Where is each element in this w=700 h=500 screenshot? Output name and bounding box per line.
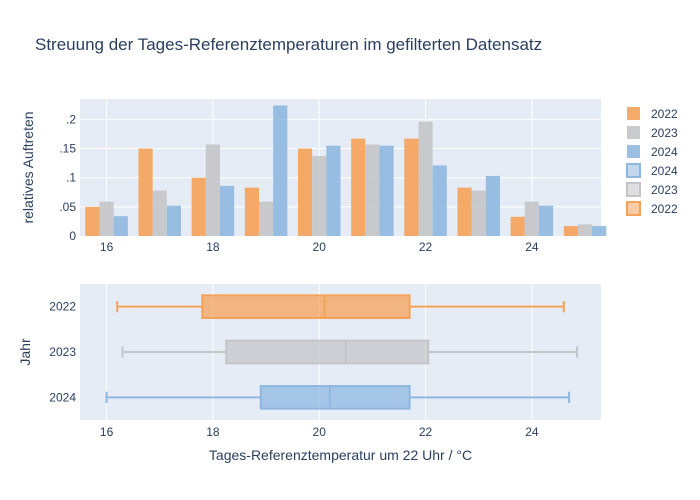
histogram-bar-2023 (99, 201, 114, 236)
histogram-bar-2023 (365, 144, 380, 236)
histogram-bar-2022 (351, 138, 366, 236)
histogram-bar-2022 (404, 138, 419, 236)
histogram-bar-2022 (244, 187, 259, 236)
histogram-bar-2024 (113, 216, 128, 236)
histogram-x-tick-label: 24 (525, 240, 539, 254)
legend-swatch (626, 163, 641, 178)
boxplot-x-axis-title: Tages-Referenztemperatur um 22 Uhr / °C (209, 447, 472, 463)
boxplot-y-ticks: 2022 2023 2024 (49, 300, 76, 405)
boxplot-y-tick-label: 2022 (49, 300, 76, 314)
histogram-bar-2024 (326, 145, 341, 236)
histogram-y-tick-label: .2 (66, 112, 76, 126)
histogram-bar-2024 (432, 165, 447, 236)
histogram-bar-2023 (524, 201, 539, 236)
legend-item-2023[interactable]: 2023 (626, 182, 678, 197)
legend-item-2024[interactable]: 2024 (626, 163, 678, 178)
histogram-bar-2024 (592, 226, 607, 236)
histogram-y-tick-label: .15 (59, 142, 76, 156)
histogram-bar-2022 (138, 148, 153, 236)
boxplot-y-axis-title: Jahr (17, 338, 33, 366)
legend-swatch (626, 201, 641, 216)
boxplot-2023 (121, 339, 579, 365)
histogram-bar-2023 (312, 156, 327, 236)
histogram-x-ticks: 16 18 20 22 24 (100, 240, 539, 254)
histogram-bar-2022 (85, 206, 100, 236)
histogram-x-tick-label: 18 (206, 240, 220, 254)
histogram-bar-2024 (379, 145, 394, 236)
legend-label: 2023 (651, 126, 678, 140)
histogram-bar-2022 (510, 216, 525, 236)
boxplot-box (225, 339, 430, 365)
histogram-y-ticks: 0 .05 .1 .15 .2 (59, 112, 76, 243)
legend-swatch (627, 145, 640, 158)
histogram-bar-2024 (538, 205, 554, 236)
boxplot-x-tick-label: 16 (100, 425, 114, 439)
boxplot-x-tick-label: 24 (525, 425, 539, 439)
legend-label: 2023 (651, 183, 678, 197)
histogram-bar-2023 (577, 224, 593, 236)
histogram-bar-2023 (471, 190, 486, 236)
legend-label: 2022 (651, 107, 678, 121)
histogram-bar-2024 (166, 205, 182, 236)
legend-label: 2024 (651, 164, 678, 178)
histogram-x-tick-label: 22 (419, 240, 433, 254)
histogram-bars (85, 105, 607, 236)
boxplot-y-tick-label: 2023 (49, 345, 76, 359)
histogram-bar-2022 (563, 226, 578, 236)
boxplot-box (201, 294, 411, 320)
legend-swatch (626, 182, 641, 197)
legend-item-2024[interactable]: 2024 (627, 145, 678, 159)
histogram-bar-2022 (457, 187, 472, 236)
legend-item-2022[interactable]: 2022 (627, 107, 678, 121)
legend-label: 2022 (651, 202, 678, 216)
histogram-bar-2023 (258, 201, 274, 236)
histogram-bar-2023 (152, 190, 167, 236)
boxplot-boxes (105, 294, 579, 410)
histogram-bar-2023 (205, 144, 220, 236)
chart-title: Streuung der Tages-Referenztemperaturen … (35, 35, 542, 54)
histogram-bar-2024 (219, 185, 235, 236)
legend-item-2022[interactable]: 2022 (626, 201, 678, 216)
boxplot-2024 (105, 385, 571, 410)
histogram-bar-2023 (418, 121, 433, 236)
boxplot-x-tick-label: 22 (419, 425, 433, 439)
boxplot-2022 (116, 294, 565, 320)
histogram-bar-2024 (273, 105, 288, 236)
boxplot-x-tick-label: 18 (206, 425, 220, 439)
histogram-x-tick-label: 16 (100, 240, 114, 254)
histogram-y-tick-label: .05 (59, 200, 76, 214)
histogram-bar-2022 (191, 177, 206, 236)
legend-item-2023[interactable]: 2023 (627, 126, 678, 140)
legend-swatch (627, 107, 640, 120)
histogram-y-tick-label: .1 (66, 171, 76, 185)
histogram-y-tick-label: 0 (69, 229, 76, 243)
boxplot-box (259, 385, 411, 410)
boxplot-y-tick-label: 2024 (49, 390, 76, 404)
histogram-bar-2024 (485, 175, 500, 236)
histogram-y-axis-title: relatives Auftreten (20, 111, 36, 223)
legend-label: 2024 (651, 145, 678, 159)
histogram-x-tick-label: 20 (313, 240, 327, 254)
boxplot-x-tick-label: 20 (313, 425, 327, 439)
boxplot-x-ticks: 16 18 20 22 24 (100, 425, 539, 439)
histogram-bar-2022 (297, 148, 313, 236)
legend[interactable]: 2022 2023 2024 2024 2023 2022 (626, 107, 678, 216)
legend-swatch (627, 126, 640, 139)
